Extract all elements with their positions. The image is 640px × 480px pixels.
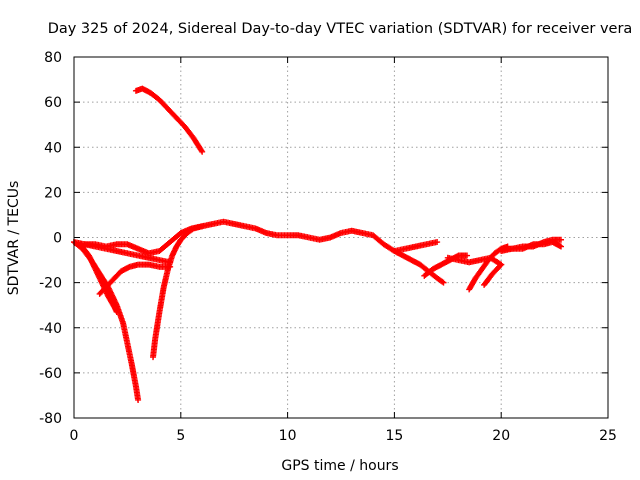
x-tick-label: 25 [599,428,617,444]
x-tick-label: 5 [176,428,185,444]
y-tick-label: -20 [39,276,62,292]
y-tick-label: -40 [39,321,62,337]
y-tick-label: 20 [44,185,62,201]
x-tick-label: 10 [279,428,297,444]
x-tick-label: 15 [385,428,403,444]
x-tick-label: 20 [492,428,510,444]
y-tick-label: 0 [53,231,62,247]
y-tick-label: 80 [44,50,62,66]
x-tick-label: 0 [70,428,79,444]
y-tick-label: -60 [39,366,62,382]
y-axis-label: SDTVAR / TECUs [6,181,22,296]
chart-title: Day 325 of 2024, Sidereal Day-to-day VTE… [48,21,633,37]
y-tick-label: -80 [39,411,62,427]
y-tick-label: 40 [44,140,62,156]
sdtvar-chart: 0 5 10 15 20 25 -80 -60 -40 -20 0 20 40 60 80 Day 325 … [0,0,640,480]
x-axis-label: GPS time / hours [281,458,398,474]
y-tick-label: 60 [44,95,62,111]
